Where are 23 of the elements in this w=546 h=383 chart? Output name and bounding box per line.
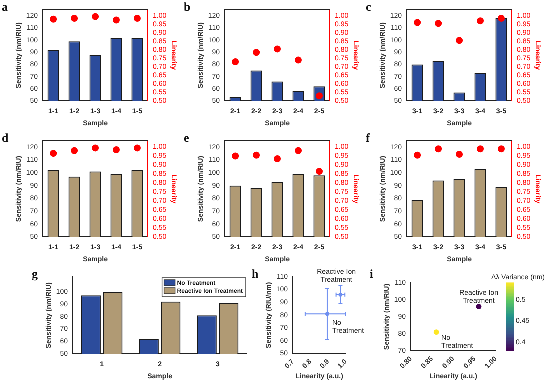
point: [477, 18, 484, 25]
chart-title: c: [366, 0, 372, 15]
point: [498, 15, 505, 22]
point: [232, 58, 240, 66]
chart-title: i: [370, 267, 374, 282]
point: [274, 155, 282, 162]
point: [253, 152, 260, 159]
chart-title: e: [184, 131, 190, 146]
chart-title: d: [2, 131, 9, 146]
chart-title: a: [2, 0, 8, 15]
point: [232, 152, 240, 160]
point: [435, 20, 442, 28]
point: [253, 49, 260, 56]
point: [316, 168, 323, 176]
point: [456, 37, 464, 44]
chart-title: b: [184, 0, 191, 15]
point: [295, 147, 302, 154]
chart-title: g: [32, 267, 38, 282]
chart-title: h: [252, 267, 259, 282]
point: [414, 19, 422, 26]
point: [295, 56, 302, 64]
point: [274, 46, 282, 53]
chart-title: f: [366, 131, 370, 146]
